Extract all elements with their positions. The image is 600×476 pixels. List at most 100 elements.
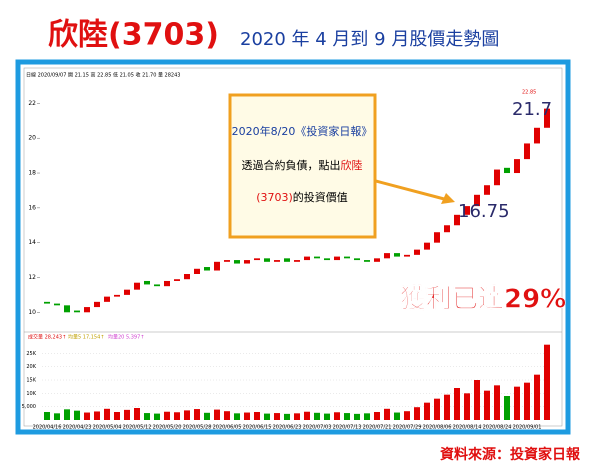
volume-bar [364,413,370,420]
x-tick-label: 2020/07/29 [393,425,422,431]
candle-body [384,253,390,259]
volume-bar [464,393,470,420]
annotation: 獲利已達29% [400,285,566,315]
candle-body [204,267,210,271]
candle-body [484,185,490,195]
volume-bar [134,408,140,420]
x-tick-label: 2020/08/14 [453,425,482,431]
candle-body [394,253,400,257]
x-tick-label: 2020/07/03 [303,425,332,431]
volume-bar [394,412,400,420]
candle-body [234,260,240,264]
candle-body [134,282,140,290]
annotation: 16.75 [458,201,510,222]
y-tick-label: 12 [28,274,36,281]
volume-bar [454,388,460,420]
chart-subtitle: 2020 年 4 月到 9 月股價走勢圖 [240,29,499,50]
candle-body [264,258,270,262]
annotation: 21.7 [512,99,552,120]
candle-body [544,108,550,128]
x-tick-label: 2020/04/16 [33,425,62,431]
volume-bar [174,412,180,420]
candle-body [104,296,110,302]
volume-bar [214,409,220,420]
x-tick-label: 2020/05/20 [153,425,182,431]
candle-body [524,143,530,160]
volume-bar [244,412,250,420]
candle-body [224,260,230,262]
candle-body [144,280,150,285]
candle-body [534,127,540,144]
volume-bar [144,413,150,420]
candle-body [474,194,480,207]
volume-bar [494,385,500,420]
volume-bar [164,411,170,420]
y-tick-label: 18 [28,170,36,177]
callout-box [228,93,377,239]
volume-bar [54,413,60,420]
volume-bar [324,413,330,420]
y-tick-label: 10 [28,309,36,316]
volume-bar [264,413,270,420]
x-tick-label: 2020/07/21 [363,425,392,431]
y-tick-label: 16 [28,204,36,211]
candle-body [64,305,70,313]
candle-body [414,249,420,255]
volume-bar [484,390,490,420]
x-tick-label: 2020/05/04 [93,425,122,431]
x-tick-label: 2020/06/23 [273,425,302,431]
callout-text: (3703) [256,191,293,204]
vol-legend: 均量5 17,154↑ [68,334,104,341]
callout-text: 欣陸 [341,158,363,172]
x-tick-label: 2020/07/13 [333,425,362,431]
x-tick-label: 2020/05/28 [183,425,212,431]
x-tick-label: 2020/05/12 [123,425,152,431]
vol-legend: 成交量 28,243↑ [28,334,66,341]
x-tick-label: 2020/08/24 [483,425,512,431]
candle-body [434,232,440,243]
candle-body [514,159,520,174]
candle-body [164,280,170,287]
volume-bar [384,408,390,420]
volume-bar [334,412,340,420]
callout-text: 的投資價值 [293,190,348,204]
callout: 2020年8/20《投資家日報》 透過合約負債，點出欣陸 (3703)的投資價值 [228,93,455,239]
callout-text: 透過合約負債，點出 [242,158,341,172]
x-tick-label: 2020/06/05 [213,425,242,431]
volume-bar [84,412,90,420]
y-tick-label: 14 [28,239,36,246]
candle-body [174,279,180,281]
vol-tick-label: 5,000 [22,404,36,410]
candle-body [114,294,120,297]
volume-bar [194,409,200,420]
candle-body [154,284,160,287]
volume-bar [534,374,540,420]
candle-body [464,206,470,215]
source: 資料來源：投資家日報 [440,446,581,463]
volume-bar [154,413,160,420]
candle-body [184,274,190,280]
candle-body [94,301,100,308]
volume-bar [124,409,130,420]
x-tick-label: 2020/08/06 [423,425,452,431]
volume-bar [374,412,380,420]
vol-tick-label: 20K [26,364,36,370]
callout-arrowhead [441,193,455,204]
volume-bar [254,412,260,420]
candle-body [334,256,340,261]
volume-bar [44,412,50,420]
volume-bar [64,409,70,420]
volume-bar [354,413,360,420]
volume-bar [104,408,110,420]
volume-bar [304,411,310,420]
volume-bar [504,396,510,420]
candle-body [404,254,410,257]
candle-body [454,214,460,226]
candle-body [74,310,80,313]
callout-line: 2020年8/20《投資家日報》 [232,124,373,138]
candle-body [424,242,430,250]
candle-body [344,256,350,259]
layer: 10 12 14 16 18 20 22 5,000 10K 15K 20K 25K 成交量 28,24… [22,100,552,431]
candle-body [314,256,320,259]
volume-bar [74,410,80,420]
